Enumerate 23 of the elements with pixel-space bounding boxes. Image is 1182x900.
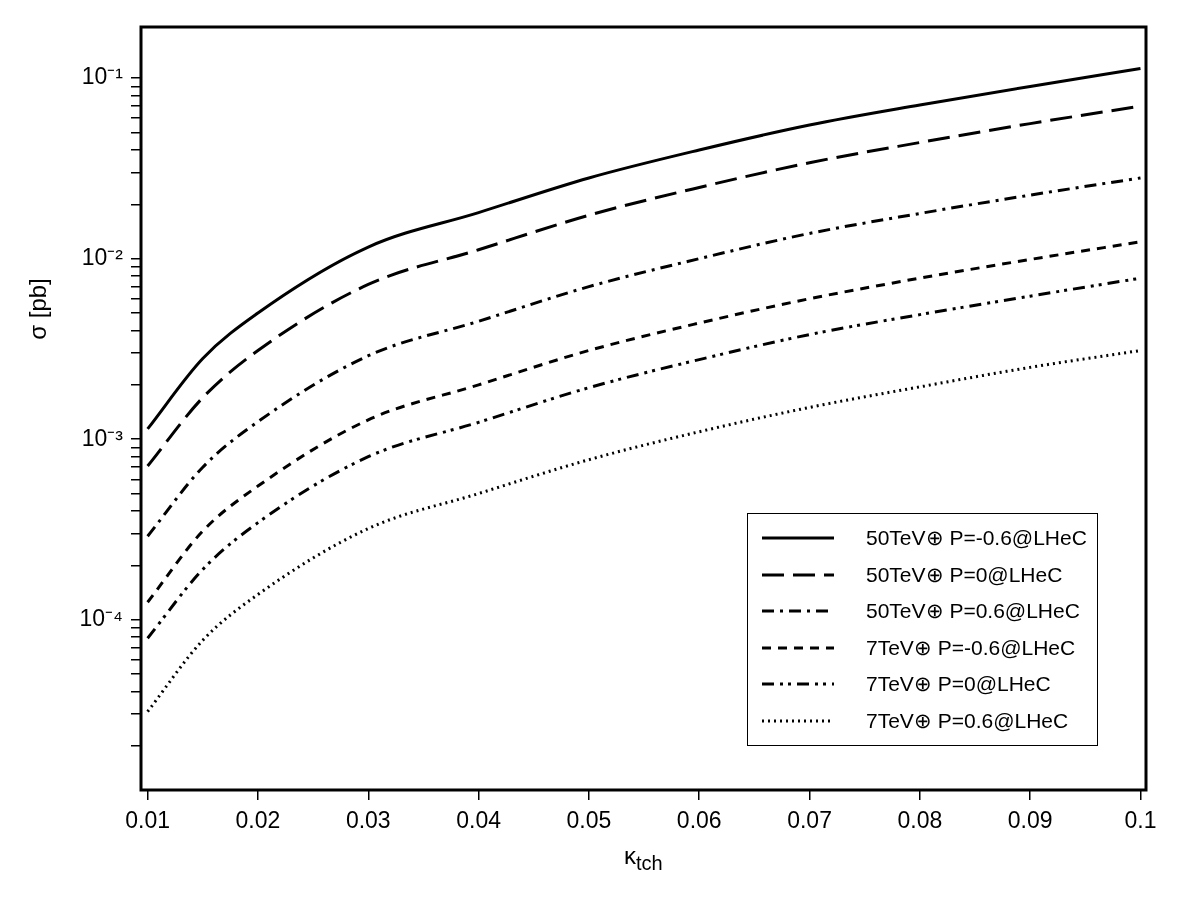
x-tick-label: 0.05: [566, 807, 612, 834]
legend-label: 7TeV⊕ P=0.6@LHeC: [866, 708, 1069, 733]
x-tick-label: 0.1: [1124, 807, 1157, 834]
x-tick-label: 0.01: [125, 807, 170, 834]
line-series: [146, 67, 1142, 431]
y-tick-label: 10⁻³: [81, 424, 124, 451]
legend-label: 7TeV⊕ P=-0.6@LHeC: [866, 635, 1076, 660]
x-tick-label: 0.08: [897, 807, 943, 834]
y-axis-title: σ [pb]: [23, 277, 52, 340]
x-tick-label: 0.06: [676, 807, 722, 834]
y-tick-label: 10⁻¹: [81, 63, 124, 90]
x-axis-title: κ$_{tch}$: [624, 842, 663, 875]
x-tick-label: 0.03: [345, 807, 391, 834]
legend-label: 50TeV⊕ P=0@LHeC: [866, 562, 1063, 587]
legend-label: 50TeV⊕ P=0.6@LHeC: [866, 599, 1080, 624]
x-tick-label: 0.04: [456, 807, 502, 834]
y-tick-label: 10⁻⁴: [79, 605, 123, 632]
x-tick-label: 0.02: [235, 807, 281, 834]
x-tick-label: 0.09: [1007, 807, 1053, 834]
x-tick-label: 0.07: [787, 807, 832, 834]
legend-label: 50TeV⊕ P=-0.6@LHeC: [866, 526, 1087, 551]
y-tick-label: 10⁻²: [81, 244, 124, 271]
legend-label: 7TeV⊕ P=0@LHeC: [866, 672, 1051, 697]
